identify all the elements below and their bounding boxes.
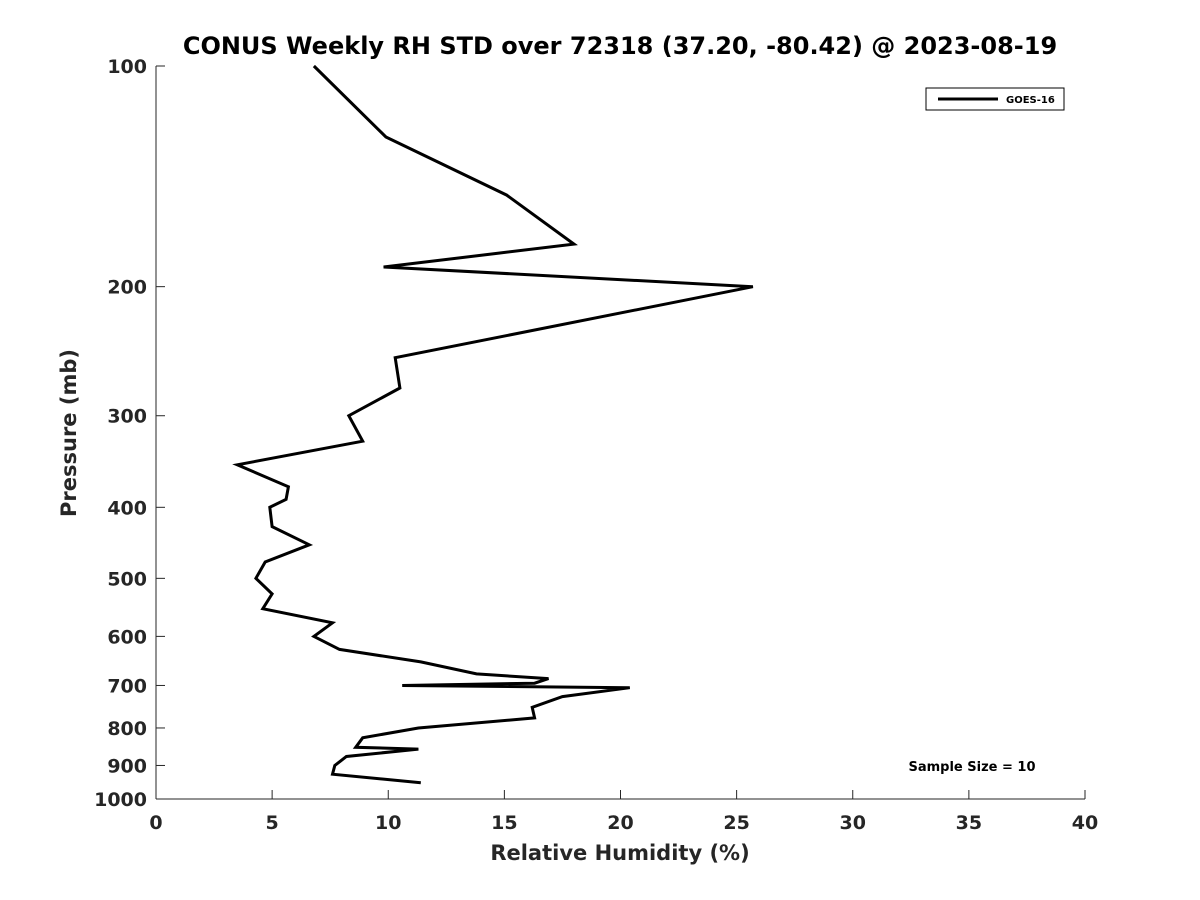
sample-size-annotation: Sample Size = 10 bbox=[908, 760, 1035, 775]
y-tick-label: 400 bbox=[107, 497, 147, 519]
y-tick-label: 900 bbox=[107, 755, 147, 777]
chart-title: CONUS Weekly RH STD over 72318 (37.20, -… bbox=[183, 32, 1057, 60]
x-tick-label: 0 bbox=[149, 812, 162, 834]
y-tick-label: 500 bbox=[107, 568, 147, 590]
legend-label-goes-16: GOES-16 bbox=[1006, 95, 1055, 106]
y-tick-label: 700 bbox=[107, 675, 147, 697]
y-tick-label: 600 bbox=[107, 626, 147, 648]
x-tick-label: 40 bbox=[1072, 812, 1098, 834]
plot-area bbox=[232, 64, 754, 785]
y-tick-label: 200 bbox=[107, 277, 147, 299]
x-tick-label: 25 bbox=[723, 812, 749, 834]
x-tick-label: 15 bbox=[491, 812, 517, 834]
x-axis-label: Relative Humidity (%) bbox=[490, 841, 749, 865]
axes: 0 5 10 15 20 25 30 35 40 100 200 300 400 500 600 700 800… bbox=[94, 56, 1098, 834]
x-tick-label: 10 bbox=[375, 812, 401, 834]
x-tick-label: 30 bbox=[840, 812, 866, 834]
y-tick-label: 300 bbox=[107, 406, 147, 428]
y-tick-label: 100 bbox=[107, 56, 147, 78]
y-tick-label: 800 bbox=[107, 718, 147, 740]
legend: GOES-16 bbox=[925, 87, 1065, 111]
y-axis-label: Pressure (mb) bbox=[57, 349, 81, 517]
x-tick-label: 20 bbox=[607, 812, 633, 834]
series-line-goes-16 bbox=[232, 64, 754, 785]
y-tick-label: 1000 bbox=[94, 789, 147, 811]
x-tick-label: 35 bbox=[956, 812, 982, 834]
x-tick-label: 5 bbox=[266, 812, 279, 834]
